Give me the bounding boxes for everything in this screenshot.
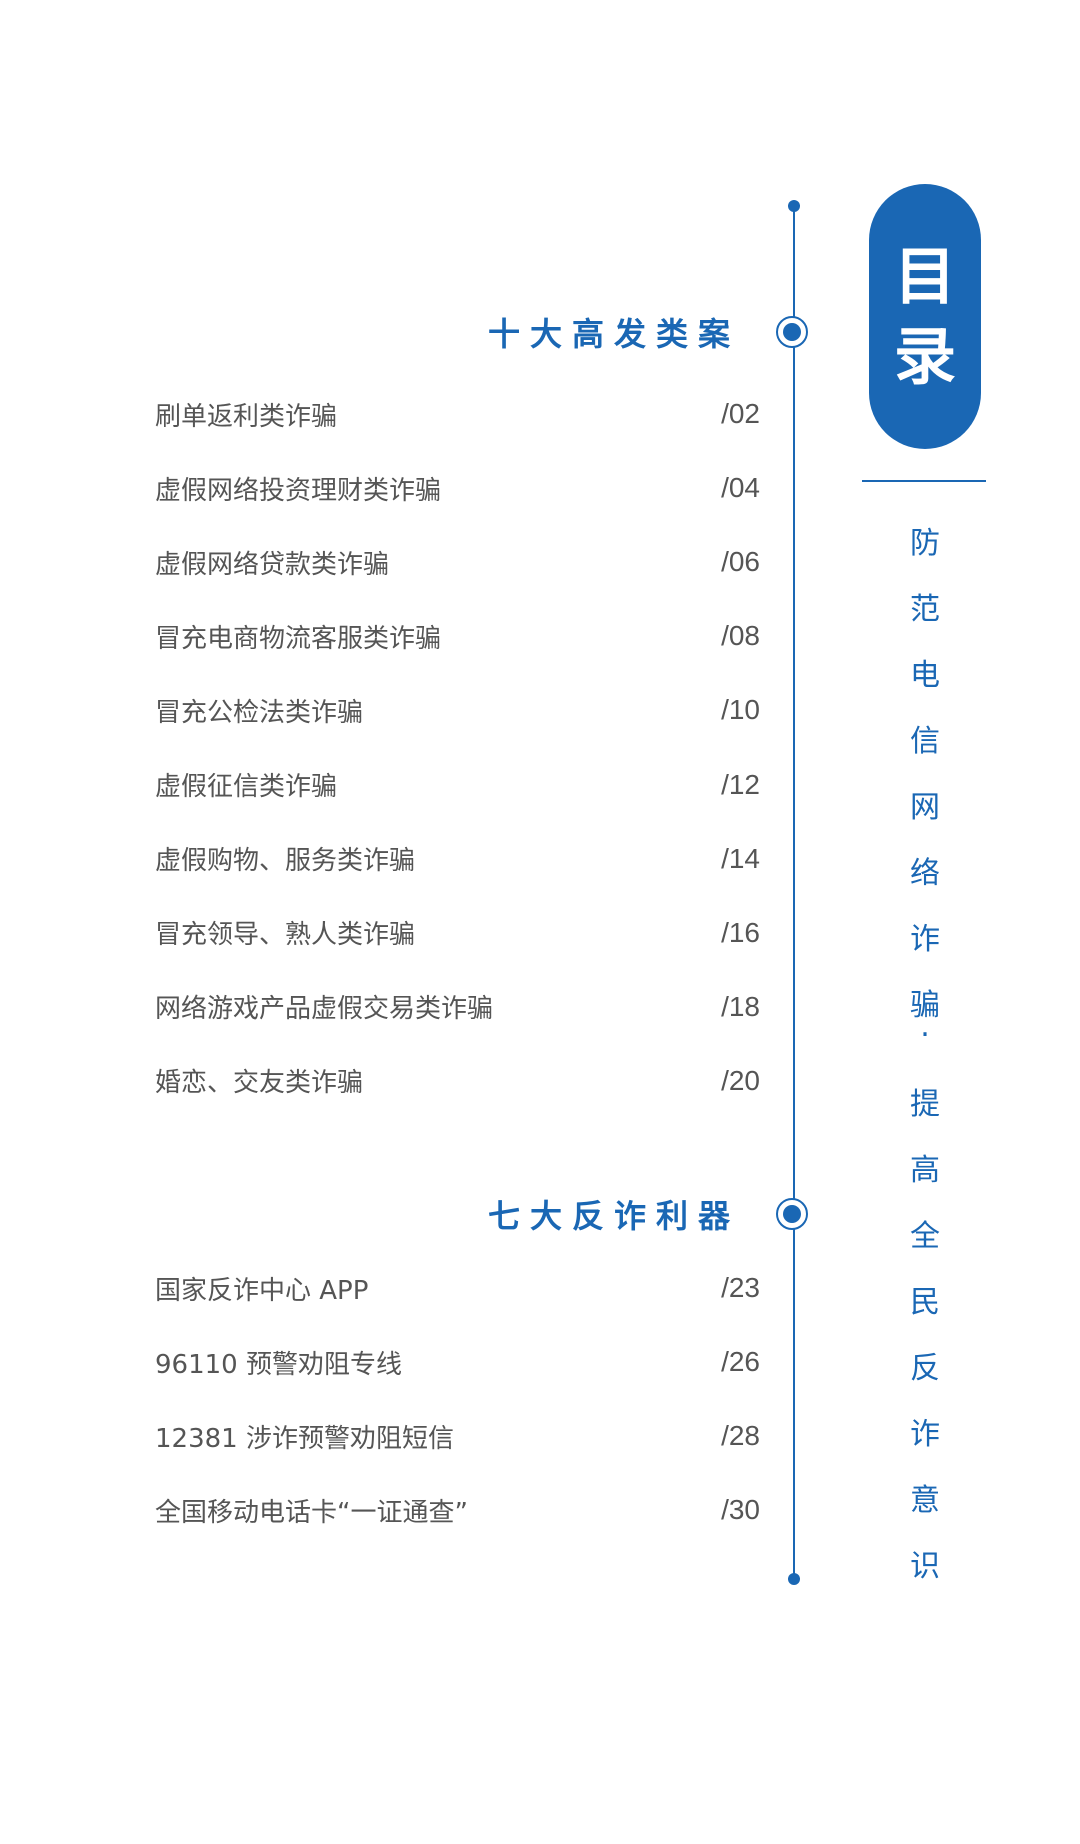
toc-entry-page: /30 — [721, 1494, 760, 1526]
toc-entry-page: /02 — [721, 398, 760, 429]
toc-entry[interactable]: 冒充公检法类诈骗/10 — [155, 690, 760, 730]
toc-entry[interactable]: 虚假征信类诈骗/12 — [155, 765, 760, 805]
timeline-line — [793, 206, 795, 1579]
slogan-char: 信 — [910, 724, 940, 759]
toc-entry[interactable]: 国家反诈中心 APP/23 — [155, 1268, 760, 1308]
slogan-char: 意 — [910, 1483, 940, 1518]
toc-entry-label: 96110 预警劝阻专线 — [155, 1349, 402, 1380]
toc-entry-page: /28 — [721, 1420, 760, 1452]
toc-entry-label: 12381 涉诈预警劝阻短信 — [155, 1423, 454, 1454]
timeline-end-dot — [788, 1573, 800, 1585]
section-node-icon — [776, 316, 808, 348]
toc-title-char: 录 — [893, 319, 956, 393]
toc-title-char: 目 — [893, 239, 956, 313]
slogan-char: 络 — [910, 856, 940, 891]
toc-entry-label: 虚假网络投资理财类诈骗 — [155, 475, 442, 506]
slogan-char: 反 — [910, 1351, 940, 1386]
slogan-char: 诈 — [910, 1417, 940, 1452]
section-node-icon — [776, 1198, 808, 1230]
toc-entry-label: 虚假购物、服务类诈骗 — [155, 846, 416, 877]
slogan-char: 全 — [910, 1219, 940, 1254]
toc-title-badge: 目 录 — [869, 184, 981, 449]
toc-entry[interactable]: 虚假网络贷款类诈骗/06 — [155, 542, 760, 582]
toc-entry[interactable]: 虚假购物、服务类诈骗/14 — [155, 839, 760, 879]
toc-entry-page: /20 — [721, 1064, 760, 1096]
toc-entry-label: 冒充公检法类诈骗 — [155, 697, 364, 728]
toc-entry-page: /18 — [721, 990, 760, 1022]
toc-entry[interactable]: 虚假网络投资理财类诈骗/04 — [155, 468, 760, 508]
toc-entry-label: 刷单返利类诈骗 — [155, 401, 338, 432]
toc-entry-page: /23 — [721, 1272, 760, 1303]
toc-entry[interactable]: 96110 预警劝阻专线/26 — [155, 1342, 760, 1382]
toc-entry-label: 冒充领导、熟人类诈骗 — [155, 920, 416, 951]
toc-entry-label: 全国移动电话卡“一证通查” — [155, 1497, 468, 1528]
toc-entry-label: 虚假网络贷款类诈骗 — [155, 549, 390, 580]
toc-entry-page: /10 — [721, 694, 760, 726]
toc-entry-label: 婚恋、交友类诈骗 — [155, 1068, 364, 1099]
toc-entry[interactable]: 冒充领导、熟人类诈骗/16 — [155, 913, 760, 953]
slogan-char: 电 — [910, 658, 940, 693]
timeline-start-dot — [788, 200, 800, 212]
toc-entry[interactable]: 网络游戏产品虚假交易类诈骗/18 — [155, 987, 760, 1027]
toc-entry[interactable]: 12381 涉诈预警劝阻短信/28 — [155, 1416, 760, 1456]
slogan-char: 防 — [910, 526, 940, 561]
slogan-char: 骗 — [910, 988, 940, 1023]
slogan-char: 提 — [910, 1087, 940, 1122]
slogan-char: 识 — [910, 1549, 940, 1584]
toc-entry[interactable]: 刷单返利类诈骗/02 — [155, 394, 760, 434]
toc-entry-label: 国家反诈中心 APP — [155, 1275, 369, 1306]
slogan-char: 诈 — [910, 922, 940, 957]
slogan-char: · — [920, 1017, 930, 1053]
toc-entry-page: /14 — [721, 842, 760, 874]
slogan-char: 范 — [910, 592, 940, 627]
section-heading: 十大高发类案 — [487, 315, 740, 353]
slogan-char: 民 — [910, 1285, 940, 1320]
slogan-char: 网 — [910, 790, 940, 825]
toc-entry-page: /26 — [721, 1346, 760, 1378]
toc-entry[interactable]: 全国移动电话卡“一证通查” /30 — [155, 1490, 760, 1530]
divider — [862, 480, 986, 482]
toc-entry-label: 冒充电商物流客服类诈骗 — [155, 623, 442, 654]
toc-entry-page: /16 — [721, 916, 760, 948]
section-heading: 七大反诈利器 — [487, 1197, 740, 1235]
toc-entry-label: 网络游戏产品虚假交易类诈骗 — [155, 994, 494, 1025]
toc-entry[interactable]: 冒充电商物流客服类诈骗/08 — [155, 616, 760, 656]
slogan-char: 高 — [910, 1153, 940, 1188]
toc-entry-label: 虚假征信类诈骗 — [155, 772, 338, 802]
toc-entry-page: /06 — [721, 546, 760, 578]
toc-entry-page: /08 — [721, 620, 760, 652]
toc-entry-page: /04 — [721, 472, 760, 504]
toc-entry[interactable]: 婚恋、交友类诈骗/20 — [155, 1061, 760, 1101]
toc-entry-page: /12 — [721, 768, 760, 800]
